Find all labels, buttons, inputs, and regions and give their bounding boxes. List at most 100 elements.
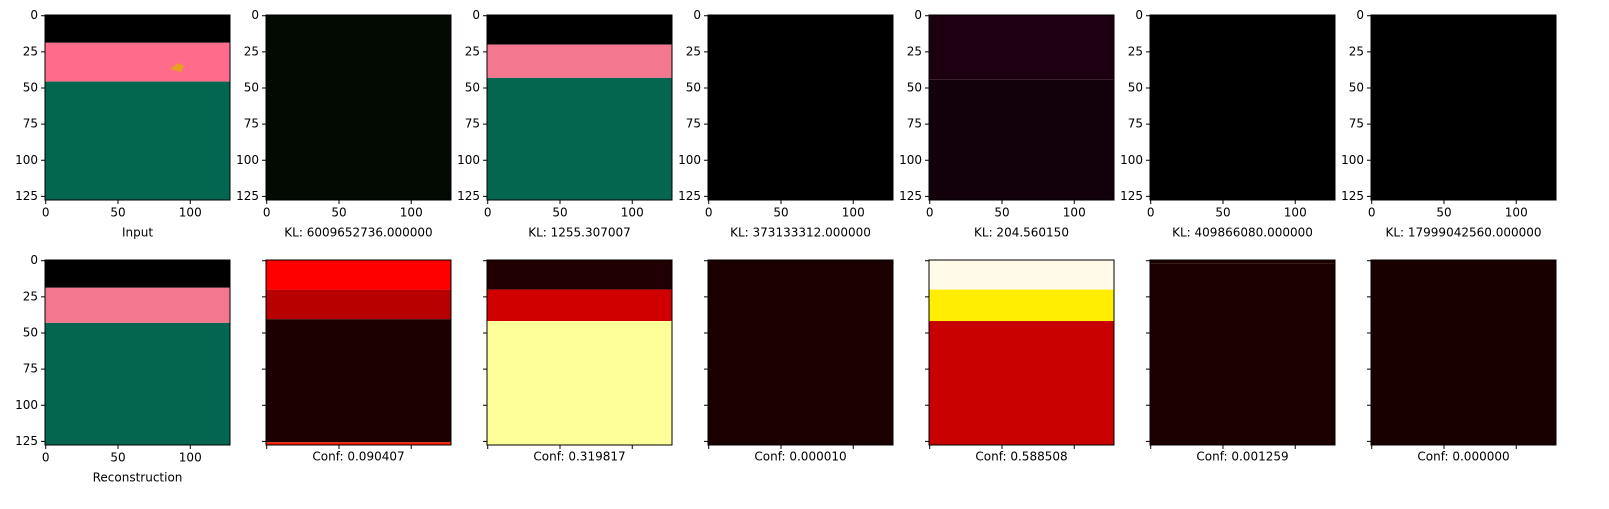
- image-region: [45, 260, 230, 288]
- y-tick-label: 100: [236, 153, 259, 167]
- x-tick-label: 0: [926, 206, 934, 220]
- panel-label: KL: 6009652736.000000: [284, 226, 432, 240]
- y-tick-label: 25: [23, 44, 38, 58]
- panel-label: Conf: 0.319817: [533, 450, 625, 464]
- panel-label: Conf: 0.588508: [975, 450, 1067, 464]
- panel-label: Conf: 0.001259: [1196, 450, 1288, 464]
- axes-frame: [707, 14, 894, 201]
- y-tick-label: 100: [15, 398, 38, 412]
- y-tick-label: 50: [465, 80, 480, 94]
- x-tick-label: 100: [1284, 206, 1307, 220]
- image-region: [45, 81, 230, 200]
- axes-frame: [1370, 14, 1557, 201]
- axes-frame: [1149, 259, 1336, 446]
- y-tick-label: 100: [15, 153, 38, 167]
- y-tick-label: 75: [23, 362, 38, 376]
- y-tick-label: 125: [457, 189, 480, 203]
- y-tick-label: 125: [1120, 189, 1143, 203]
- image-region: [487, 77, 672, 200]
- image-region: [487, 44, 672, 78]
- image-region: [1371, 15, 1556, 200]
- x-tick-label: 50: [552, 206, 567, 220]
- panel-label: KL: 1255.307007: [528, 226, 631, 240]
- y-tick-label: 0: [251, 8, 259, 22]
- panel-label: KL: 409866080.000000: [1172, 226, 1313, 240]
- x-tick-label: 50: [331, 206, 346, 220]
- image-region: [929, 15, 1114, 80]
- x-tick-label: 0: [42, 451, 50, 465]
- y-tick-label: 75: [23, 117, 38, 131]
- image-region: [266, 319, 451, 443]
- y-tick-label: 25: [686, 44, 701, 58]
- y-tick-label: 100: [457, 153, 480, 167]
- x-tick-label: 50: [994, 206, 1009, 220]
- axes-frame: [1370, 259, 1557, 446]
- y-tick-label: 50: [686, 80, 701, 94]
- y-tick-label: 100: [1120, 153, 1143, 167]
- panel-label: Conf: 0.090407: [312, 450, 404, 464]
- x-tick-label: 100: [179, 206, 202, 220]
- image-region: [708, 260, 893, 445]
- image-region: [45, 42, 230, 82]
- panel-label: KL: 373133312.000000: [730, 226, 871, 240]
- y-tick-label: 0: [1356, 8, 1364, 22]
- x-tick-label: 100: [179, 451, 202, 465]
- y-tick-label: 75: [686, 117, 701, 131]
- x-tick-label: 50: [773, 206, 788, 220]
- x-tick-label: 0: [705, 206, 713, 220]
- x-tick-label: 50: [110, 206, 125, 220]
- y-tick-label: 0: [1135, 8, 1143, 22]
- axes-frame: [265, 14, 452, 201]
- image-region: [266, 15, 451, 200]
- y-tick-label: 25: [244, 44, 259, 58]
- image-region: [266, 260, 451, 290]
- image-region: [266, 289, 451, 320]
- axes-frame: [928, 259, 1115, 446]
- x-tick-label: 50: [110, 451, 125, 465]
- x-tick-label: 100: [621, 206, 644, 220]
- image-region: [45, 322, 230, 445]
- y-tick-label: 0: [693, 8, 701, 22]
- image-region: [1371, 260, 1556, 445]
- y-tick-label: 0: [914, 8, 922, 22]
- y-tick-label: 25: [1349, 44, 1364, 58]
- image-region: [266, 442, 451, 445]
- panel-label: Conf: 0.000010: [754, 450, 846, 464]
- y-tick-label: 50: [1128, 80, 1143, 94]
- panel-label: KL: 17999042560.000000: [1385, 226, 1541, 240]
- image-region: [929, 79, 1114, 200]
- y-tick-label: 75: [1349, 117, 1364, 131]
- y-tick-label: 100: [678, 153, 701, 167]
- image-region: [929, 289, 1114, 322]
- x-tick-label: 100: [1505, 206, 1528, 220]
- image-region: [1150, 260, 1335, 264]
- x-tick-label: 0: [484, 206, 492, 220]
- image-region: [929, 260, 1114, 290]
- y-tick-label: 50: [1349, 80, 1364, 94]
- y-tick-label: 50: [907, 80, 922, 94]
- x-tick-label: 0: [1147, 206, 1155, 220]
- y-tick-label: 0: [30, 253, 38, 267]
- y-tick-label: 125: [678, 189, 701, 203]
- axes-frame: [707, 259, 894, 446]
- image-region: [487, 289, 672, 322]
- x-tick-label: 0: [263, 206, 271, 220]
- image-region: [487, 15, 672, 45]
- y-tick-label: 75: [465, 117, 480, 131]
- axes-frame: [1149, 14, 1336, 201]
- image-region: [487, 260, 672, 290]
- y-tick-label: 100: [1341, 153, 1364, 167]
- axes-frame: [928, 14, 1115, 201]
- image-region: [708, 15, 893, 200]
- image-region: [929, 321, 1114, 445]
- image-sprite: [170, 63, 184, 72]
- axes-frame: [486, 259, 673, 446]
- y-tick-label: 25: [1128, 44, 1143, 58]
- image-region: [45, 287, 230, 323]
- x-tick-label: 50: [1215, 206, 1230, 220]
- y-tick-label: 0: [472, 8, 480, 22]
- axes-frame: [44, 259, 231, 446]
- axes-frame: [44, 14, 231, 201]
- y-tick-label: 75: [244, 117, 259, 131]
